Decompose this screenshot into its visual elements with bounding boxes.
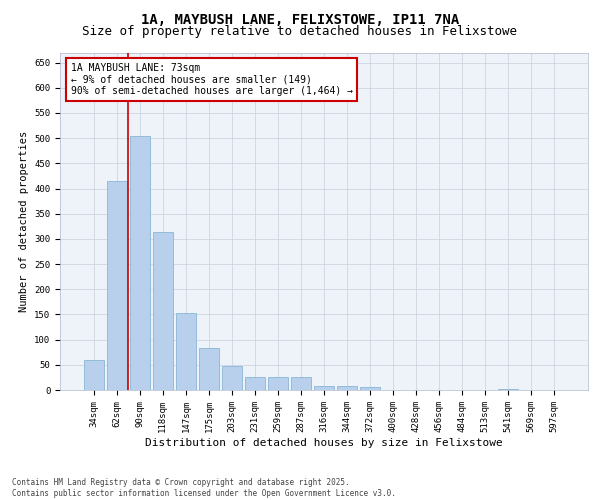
Y-axis label: Number of detached properties: Number of detached properties <box>19 130 29 312</box>
Bar <box>222 366 242 390</box>
Bar <box>130 136 149 390</box>
Bar <box>291 378 311 390</box>
Bar <box>314 386 334 390</box>
Bar <box>84 360 104 390</box>
Bar <box>176 314 196 390</box>
Text: Size of property relative to detached houses in Felixstowe: Size of property relative to detached ho… <box>83 25 517 38</box>
Bar <box>153 232 173 390</box>
Bar <box>499 389 518 390</box>
Text: Contains HM Land Registry data © Crown copyright and database right 2025.
Contai: Contains HM Land Registry data © Crown c… <box>12 478 396 498</box>
Bar <box>199 348 218 390</box>
Text: 1A MAYBUSH LANE: 73sqm
← 9% of detached houses are smaller (149)
90% of semi-det: 1A MAYBUSH LANE: 73sqm ← 9% of detached … <box>71 62 353 96</box>
X-axis label: Distribution of detached houses by size in Felixstowe: Distribution of detached houses by size … <box>145 438 503 448</box>
Bar <box>360 387 380 390</box>
Bar <box>337 386 357 390</box>
Text: 1A, MAYBUSH LANE, FELIXSTOWE, IP11 7NA: 1A, MAYBUSH LANE, FELIXSTOWE, IP11 7NA <box>141 12 459 26</box>
Bar <box>245 378 265 390</box>
Bar <box>107 181 127 390</box>
Bar <box>268 378 288 390</box>
